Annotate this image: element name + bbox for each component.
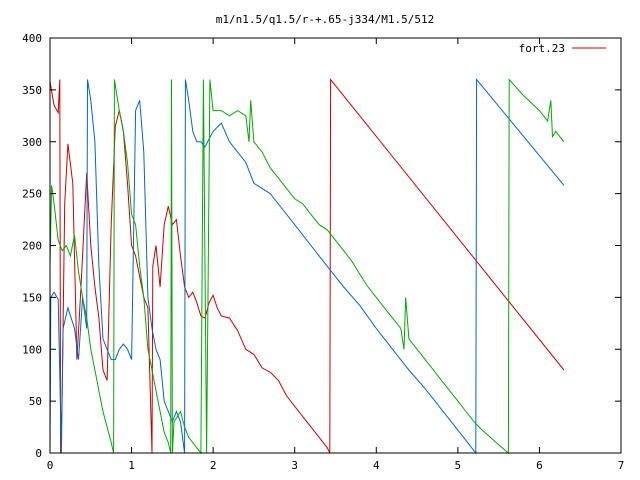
- series-layer: [49, 78, 565, 455]
- y-tick-label: 150: [22, 291, 42, 304]
- y-tick-label: 300: [22, 136, 42, 149]
- plot-frame: [49, 37, 622, 454]
- y-tick-label: 200: [22, 240, 42, 253]
- y-tick-label: 350: [22, 84, 42, 97]
- x-tick-label: 2: [210, 459, 217, 472]
- chart-title: m1/n1.5/q1.5/r-+.65-j334/M1.5/512: [216, 13, 435, 26]
- x-axis: 0 1 2 3 4 5 6 7: [47, 38, 625, 472]
- x-tick-label: 3: [291, 459, 298, 472]
- y-tick-label: 100: [22, 343, 42, 356]
- y-axis: 0 50 100 150 200 250 300 350 400: [22, 32, 621, 460]
- x-tick-label: 1: [128, 459, 135, 472]
- x-tick-label: 7: [618, 459, 625, 472]
- series-line-2: [49, 78, 565, 455]
- y-tick-label: 400: [22, 32, 42, 45]
- x-tick-label: 5: [455, 459, 462, 472]
- y-tick-label: 250: [22, 188, 42, 201]
- y-tick-label: 50: [29, 395, 42, 408]
- legend: fort.23: [519, 42, 606, 55]
- y-tick-label: 0: [35, 447, 42, 460]
- series-line-0: [49, 78, 565, 454]
- x-tick-label: 4: [373, 459, 380, 472]
- series-line-1: [49, 78, 565, 455]
- legend-label: fort.23: [519, 42, 565, 55]
- x-tick-label: 6: [536, 459, 543, 472]
- x-tick-label: 0: [47, 459, 54, 472]
